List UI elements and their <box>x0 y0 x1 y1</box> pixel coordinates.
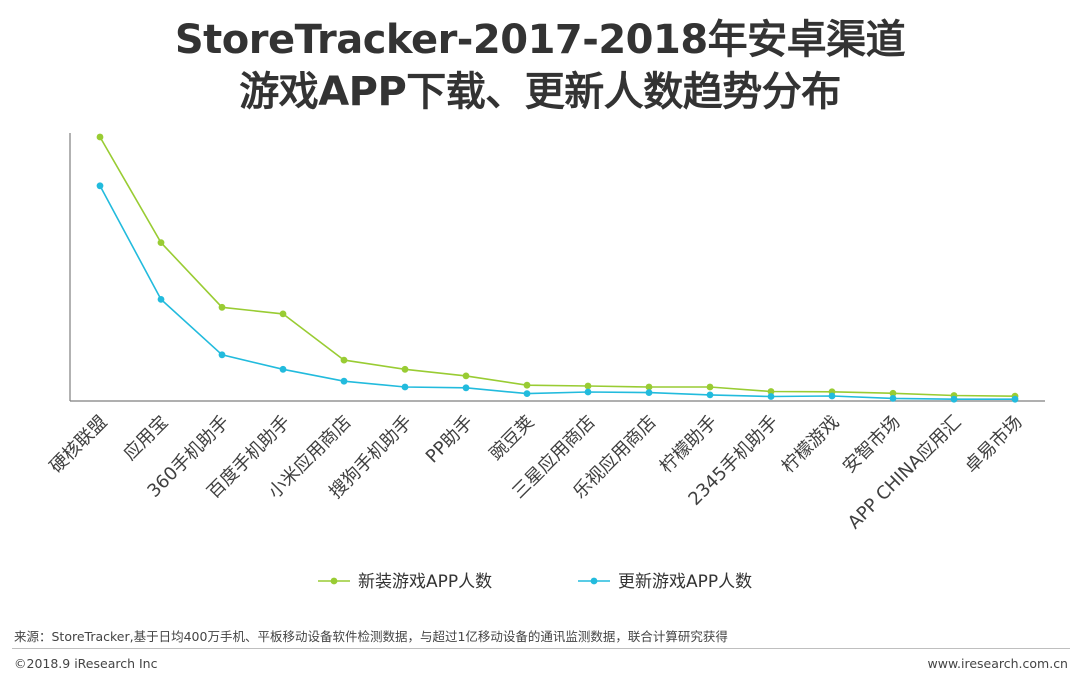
data-point <box>462 384 470 392</box>
data-point <box>706 383 714 391</box>
x-tick-label: PP助手 <box>422 412 478 468</box>
data-point <box>950 395 958 403</box>
data-point <box>401 365 409 373</box>
data-point <box>584 382 592 390</box>
copyright: ©2018.9 iResearch Inc <box>14 656 158 671</box>
legend-label: 更新游戏APP人数 <box>618 572 752 592</box>
data-point <box>279 310 287 318</box>
data-point <box>96 182 104 190</box>
website: www.iresearch.com.cn <box>927 656 1069 671</box>
x-tick-label: 卓易市场 <box>961 412 1027 478</box>
chart-title-line-1: StoreTracker-2017-2018年安卓渠道 <box>174 17 906 63</box>
data-point <box>645 383 653 391</box>
data-point <box>889 389 897 397</box>
data-point <box>279 365 287 373</box>
data-point <box>584 388 592 396</box>
x-tick-label: 柠檬游戏 <box>778 412 844 478</box>
source-note: 来源：StoreTracker,基于日均400万手机、平板移动设备软件检测数据，… <box>14 629 728 644</box>
legend-label: 新装游戏APP人数 <box>358 572 492 592</box>
chart-title: StoreTracker-2017-2018年安卓渠道 游戏APP下载、更新人数… <box>0 14 1080 118</box>
data-point <box>828 392 836 400</box>
series-line-2 <box>99 185 1015 401</box>
data-point <box>523 381 531 389</box>
data-point <box>340 356 348 364</box>
x-tick-label: 硬核联盟 <box>46 412 112 478</box>
data-point <box>157 239 165 247</box>
data-point <box>645 389 653 396</box>
data-point <box>1011 395 1019 403</box>
data-point <box>218 303 226 311</box>
legend-marker <box>330 577 338 585</box>
data-point <box>401 383 409 391</box>
chart-title-line-2: 游戏APP下载、更新人数趋势分布 <box>239 69 841 115</box>
data-point <box>767 393 775 400</box>
x-tick-label: APP CHINA应用汇 <box>844 412 966 534</box>
data-point <box>340 377 348 385</box>
x-tick-label: 应用宝 <box>120 412 173 465</box>
data-point <box>889 395 897 402</box>
data-point <box>96 133 104 141</box>
data-point <box>157 296 165 303</box>
data-point <box>523 390 531 397</box>
data-point <box>767 388 775 395</box>
x-tick-label: 豌豆荚 <box>486 412 539 465</box>
data-point <box>462 372 470 380</box>
series-line-1 <box>99 136 1016 397</box>
data-point <box>218 351 226 359</box>
legend-marker <box>590 577 598 585</box>
footer-divider <box>12 648 1070 649</box>
data-point <box>706 391 714 399</box>
